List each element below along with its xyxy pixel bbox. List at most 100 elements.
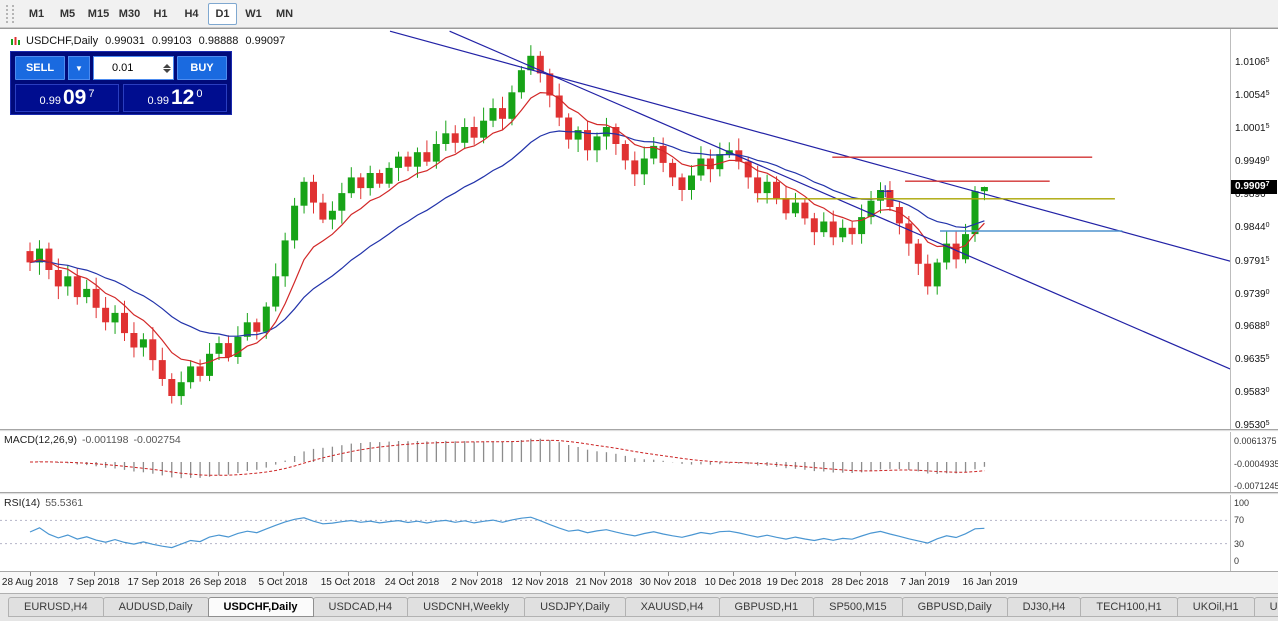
chart-tab-audusd-daily[interactable]: AUDUSD,Daily — [102, 597, 209, 617]
price-chart-plot[interactable] — [0, 29, 1230, 429]
macd-signal-value: -0.002754 — [133, 434, 181, 446]
chart-tab-xauusd-h4[interactable]: XAUUSD,H4 — [624, 597, 720, 617]
timeframe-button-d1[interactable]: D1 — [208, 2, 237, 25]
trendline — [389, 30, 1230, 262]
volume-value: 0.01 — [112, 62, 134, 74]
pane-splitter[interactable] — [0, 429, 1278, 432]
chart-tabs-bar: EURUSD,H4 AUDUSD,Daily USDCHF,Daily USDCAD,… — [0, 593, 1278, 621]
price-axis-label: 0.96355 — [1235, 354, 1270, 365]
time-axis-label: 7 Jan 2019 — [900, 577, 950, 588]
rsi-plot[interactable] — [0, 495, 1230, 571]
timeframe-button-m15[interactable]: M15 — [87, 7, 110, 20]
macd-main-value: -0.001198 — [81, 434, 129, 446]
chart-tab-ukoil-h1[interactable]: UKOil,H1 — [1176, 597, 1255, 617]
price-axis[interactable]: 1.010651.005451.000150.994900.989650.984… — [1230, 29, 1278, 429]
sell-price-display[interactable]: 0.99 09 7 — [15, 84, 119, 112]
chart-tab-gbpusd-h1[interactable]: GBPUSD,H1 — [718, 597, 815, 617]
time-axis-tick — [218, 572, 219, 576]
spin-down-icon[interactable] — [163, 68, 171, 73]
price-axis-label: 0.96880 — [1235, 321, 1270, 332]
time-axis[interactable]: 28 Aug 2018 7 Sep 2018 17 Sep 2018 26 Sep 2… — [0, 571, 1278, 593]
buy-price-prefix: 0.99 — [147, 95, 169, 107]
timeframe-toolbar: M1 M5 M15 M30 H1 H4 D1 W1 MN — [0, 0, 1278, 28]
timeframe-button-mn[interactable]: MN — [275, 7, 294, 20]
time-axis-label: 7 Sep 2018 — [68, 577, 120, 588]
current-price-badge: 0.99097 — [1231, 180, 1277, 194]
spin-up-icon[interactable] — [163, 63, 171, 68]
time-axis-tick — [412, 572, 413, 576]
chart-tab-usdcad-h4[interactable]: USDCAD,H4 — [312, 597, 409, 617]
trendline — [449, 30, 1230, 370]
price-axis-label: 1.01065 — [1235, 57, 1270, 68]
chart-tab-usdchf-daily[interactable]: USDCHF,Daily — [207, 597, 314, 617]
chart-tab-usdcnh-weekly[interactable]: USDCNH,Weekly — [407, 597, 526, 617]
time-axis-tick — [795, 572, 796, 576]
time-axis-label: 28 Dec 2018 — [831, 577, 889, 588]
sell-price-prefix: 0.99 — [39, 95, 61, 107]
price-axis-label: 0.95830 — [1235, 387, 1270, 398]
pane-splitter[interactable] — [0, 492, 1278, 495]
macd-axis-label: -0.0071245 — [1234, 481, 1278, 491]
rsi-axis[interactable]: 100 70 30 0 — [1230, 495, 1278, 571]
time-axis-tick — [30, 572, 31, 576]
rsi-label: RSI(14) 55.5361 — [4, 497, 83, 509]
rsi-value: 55.5361 — [45, 497, 84, 509]
price-axis-label: 0.97390 — [1235, 289, 1270, 300]
chevron-down-icon[interactable]: ▼ — [68, 56, 90, 80]
macd-panel: MACD(12,26,9) -0.001198 -0.002754 0.006137… — [0, 432, 1278, 492]
time-axis-tick — [604, 572, 605, 576]
timeframe-button-w1[interactable]: W1 — [245, 7, 262, 20]
rsi-panel: RSI(14) 55.5361 100 70 30 0 — [0, 495, 1278, 571]
timeframe-button-h1[interactable]: H1 — [153, 7, 168, 20]
timeframe-button-m1[interactable]: M1 — [28, 7, 45, 20]
chart-tab-sp500-m15[interactable]: SP500,M15 — [813, 597, 903, 617]
chart-tab-tech100-h1[interactable]: TECH100,H1 — [1080, 597, 1178, 617]
chart-tab-dj30-h4[interactable]: DJ30,H4 — [1006, 597, 1082, 617]
quote-low: 0.98888 — [198, 35, 239, 47]
chart-tab-u[interactable]: U — [1253, 597, 1278, 617]
buy-price-display[interactable]: 0.99 12 0 — [123, 84, 227, 112]
time-axis-tick — [925, 572, 926, 576]
time-axis-label: 15 Oct 2018 — [320, 577, 376, 588]
time-axis-label: 10 Dec 2018 — [704, 577, 762, 588]
quote-close: 0.99097 — [245, 35, 286, 47]
buy-button[interactable]: BUY — [177, 56, 227, 80]
chart-window: USDCHF,Daily 0.99031 0.99103 0.98888 0.9… — [0, 28, 1278, 621]
symbol-label: USDCHF,Daily — [26, 35, 99, 47]
time-axis-label: 24 Oct 2018 — [384, 577, 440, 588]
chart-tab-gbpusd-daily[interactable]: GBPUSD,Daily — [901, 597, 1008, 617]
timeframe-button-h4[interactable]: H4 — [184, 7, 199, 20]
price-axis-label: 0.98440 — [1235, 222, 1270, 233]
time-axis-tick — [540, 572, 541, 576]
rsi-axis-label: 0 — [1234, 556, 1240, 566]
volume-input[interactable]: 0.01 — [93, 56, 174, 80]
macd-axis-label: 0.0061375 — [1234, 436, 1277, 446]
timeframe-button-m30[interactable]: M30 — [118, 7, 141, 20]
buy-price-big: 12 — [170, 86, 195, 109]
volume-spinner[interactable] — [163, 63, 171, 73]
rsi-axis-label: 30 — [1234, 539, 1245, 549]
macd-plot[interactable] — [0, 432, 1230, 492]
time-axis-label: 28 Aug 2018 — [1, 577, 59, 588]
time-axis-label: 30 Nov 2018 — [639, 577, 697, 588]
toolbar-grip-icon[interactable] — [6, 4, 14, 23]
one-click-trading-panel: SELL ▼ 0.01 BUY 0.99 09 7 0.99 12 0 — [10, 51, 232, 115]
chart-tab-usdjpy-daily[interactable]: USDJPY,Daily — [524, 597, 626, 617]
price-axis-label: 0.97915 — [1235, 256, 1270, 267]
rsi-name: RSI(14) — [4, 497, 41, 509]
buy-price-pip: 0 — [196, 88, 203, 100]
time-axis-tick — [477, 572, 478, 576]
price-chart-pane: USDCHF,Daily 0.99031 0.99103 0.98888 0.9… — [0, 29, 1278, 429]
macd-axis[interactable]: 0.0061375 -0.0004935 -0.0071245 — [1230, 432, 1278, 492]
sell-price-big: 09 — [62, 86, 87, 109]
sell-button[interactable]: SELL — [15, 56, 65, 80]
time-axis-label: 5 Oct 2018 — [258, 577, 308, 588]
time-axis-tick — [94, 572, 95, 576]
chart-tab-eurusd-h4[interactable]: EURUSD,H4 — [8, 597, 104, 617]
time-axis-label: 12 Nov 2018 — [511, 577, 569, 588]
timeframe-button-m5[interactable]: M5 — [59, 7, 76, 20]
candlestick-chart-icon — [11, 36, 20, 45]
quote-open: 0.99031 — [105, 35, 145, 47]
chart-title: USDCHF,Daily 0.99031 0.99103 0.98888 0.9… — [10, 35, 287, 47]
price-axis-label: 0.99490 — [1235, 156, 1270, 167]
